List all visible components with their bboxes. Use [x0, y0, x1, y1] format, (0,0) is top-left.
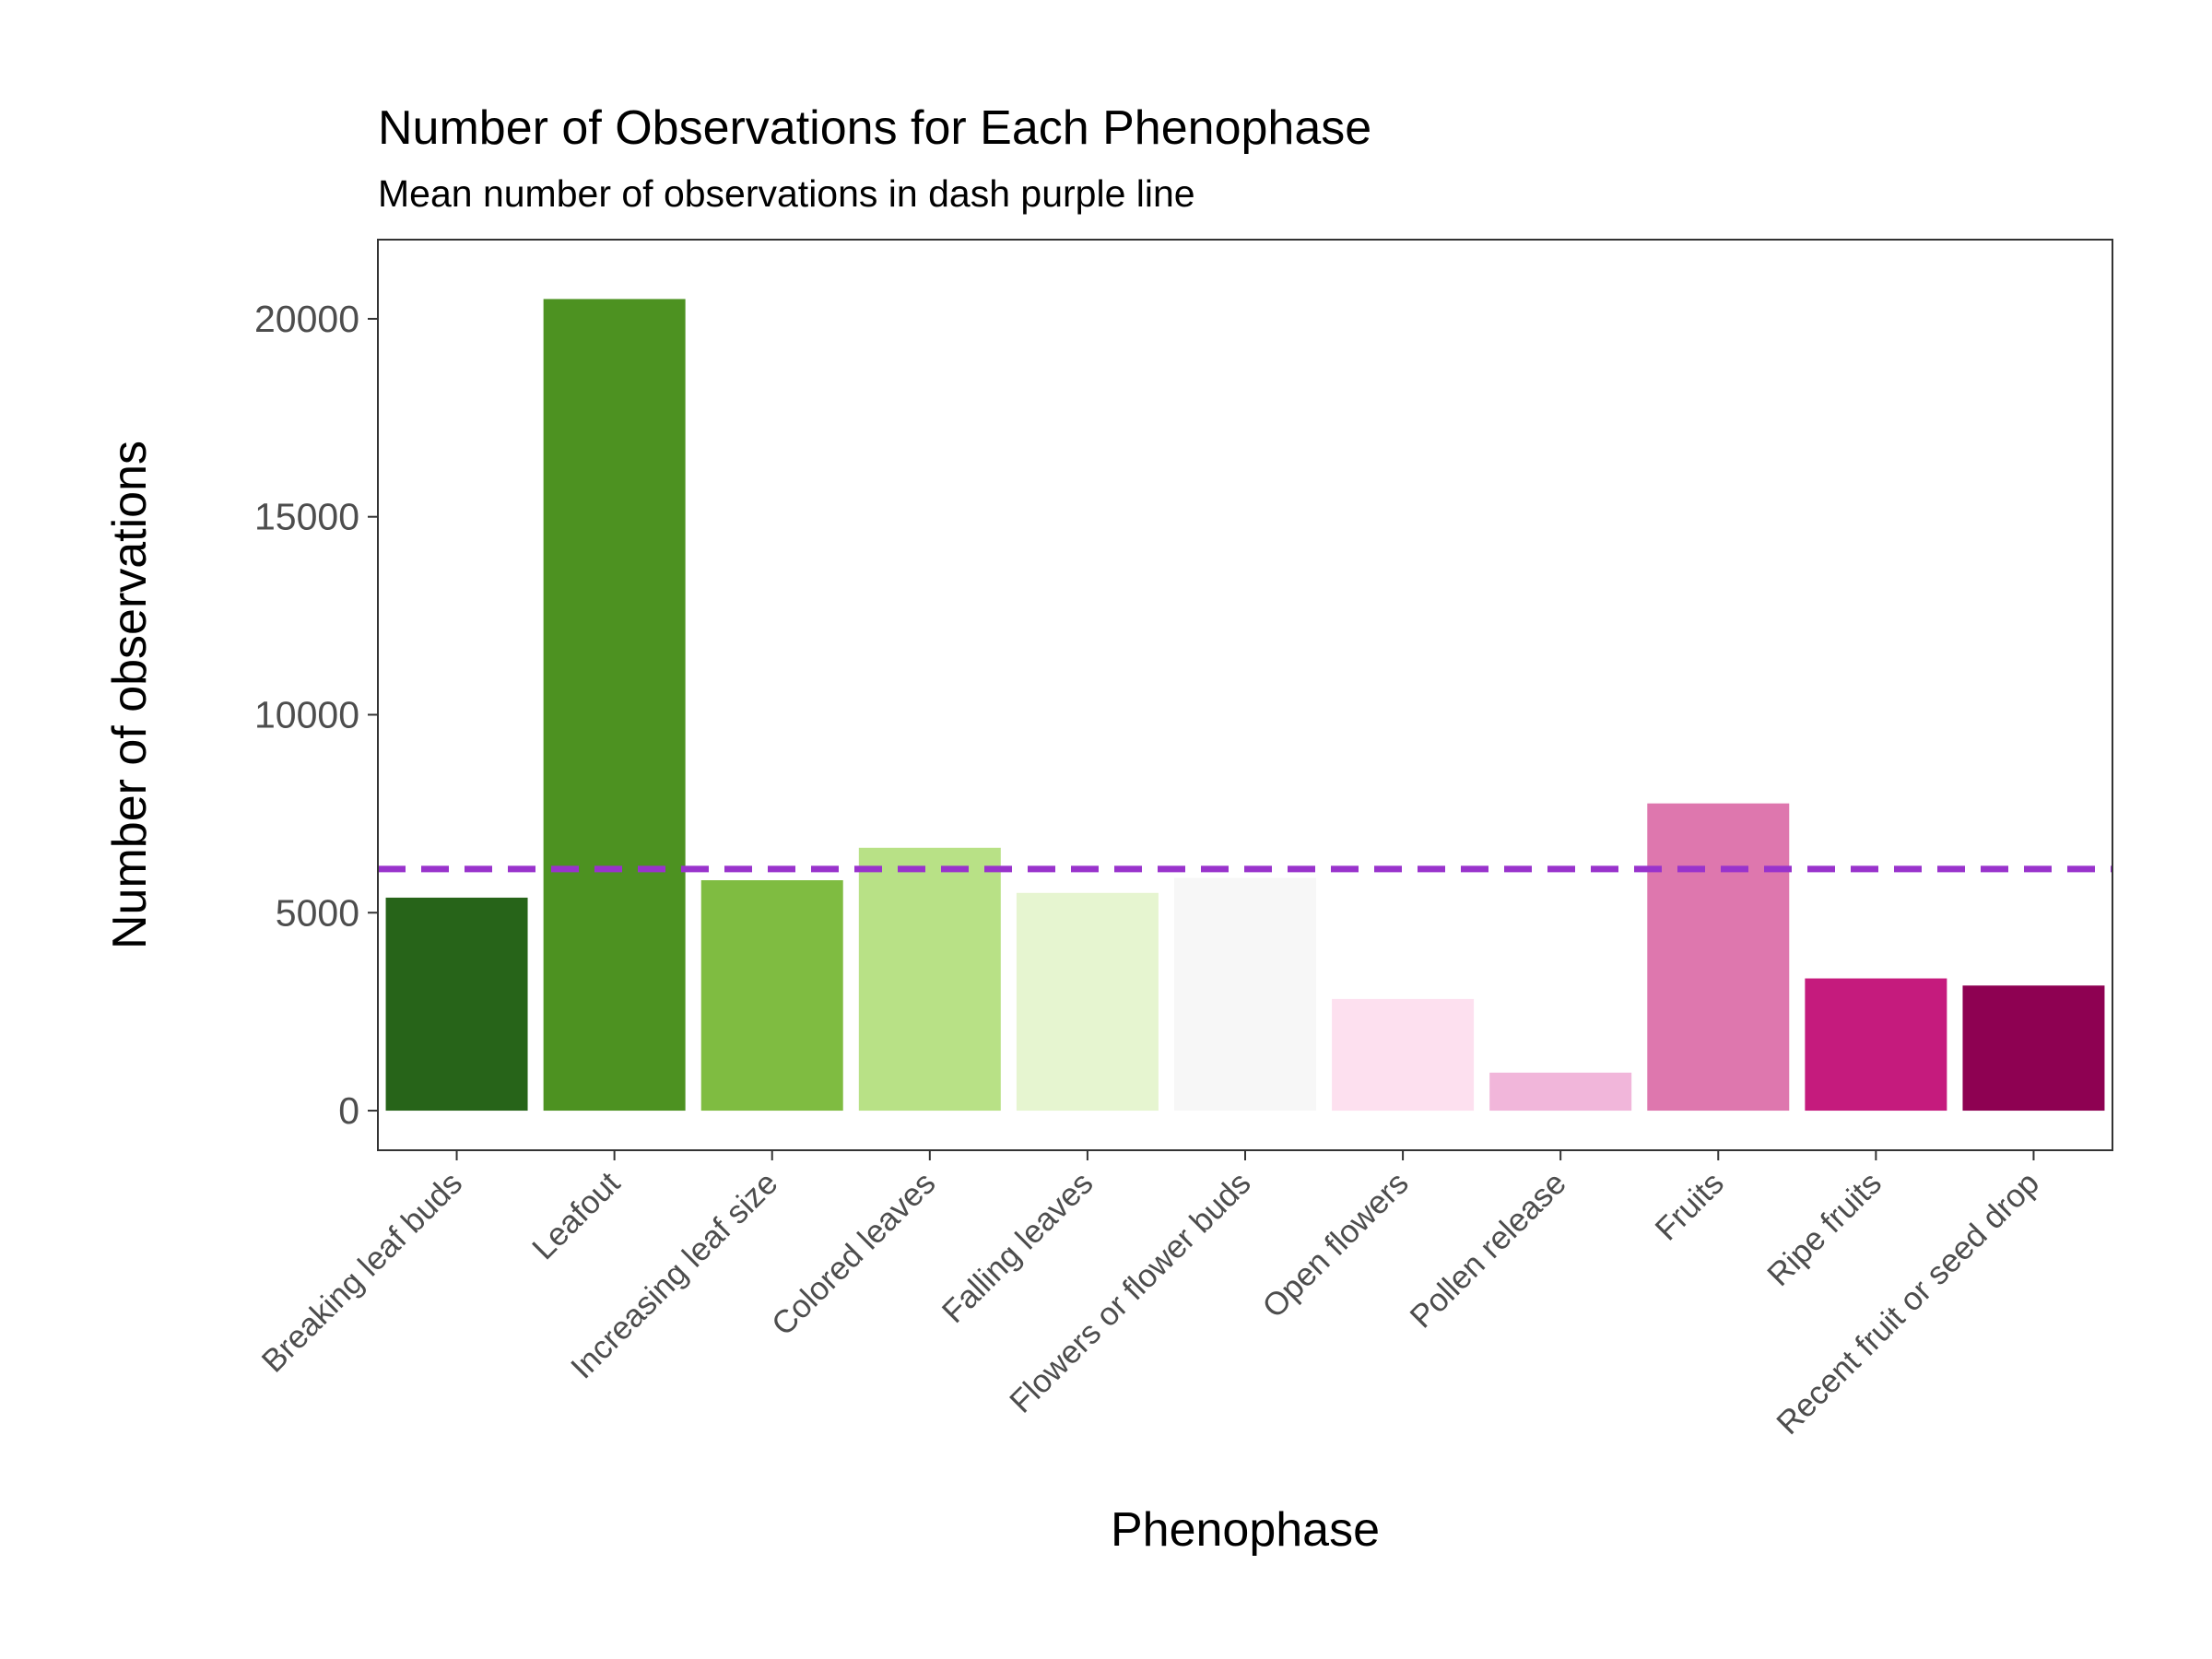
bar-5: [1174, 877, 1316, 1112]
bar-0: [385, 897, 528, 1112]
x-tick-label-1: Leafout: [525, 1165, 627, 1266]
bar-1: [543, 299, 686, 1112]
y-tick-label-3: 15000: [254, 496, 359, 538]
x-tick-label-9: Ripe fruits: [1760, 1165, 1888, 1293]
x-tick-label-4: Falling leaves: [935, 1165, 1100, 1330]
x-tick-label-6: Open flowers: [1255, 1165, 1415, 1324]
bar-8: [1647, 803, 1790, 1112]
bar-3: [858, 847, 1001, 1112]
bars-group: [385, 299, 2105, 1112]
x-axis-title: Phenophase: [1111, 1503, 1380, 1557]
y-tick-label-1: 5000: [276, 891, 359, 934]
x-tick-label-7: Pollen release: [1403, 1165, 1572, 1335]
x-tick-label-10: Recent fruit or seed drop: [1770, 1165, 2046, 1441]
bar-6: [1332, 998, 1475, 1112]
bar-2: [700, 880, 843, 1112]
bar-7: [1489, 1072, 1632, 1112]
chart-subtitle: Mean number of observations in dash purp…: [378, 172, 1195, 215]
x-tick-label-8: Fruits: [1648, 1165, 1730, 1247]
bar-9: [1805, 978, 1947, 1112]
bar-4: [1016, 892, 1159, 1112]
y-tick-label-0: 0: [338, 1089, 359, 1132]
bar-10: [1962, 985, 2105, 1112]
y-tick-label-2: 10000: [254, 693, 359, 735]
x-tick-label-3: Colored leaves: [765, 1165, 943, 1343]
x-tick-label-0: Breaking leaf buds: [255, 1165, 470, 1380]
y-tick-label-4: 20000: [254, 298, 359, 340]
y-axis-title: Number of observations: [103, 441, 157, 949]
y-axis: 0 5000 10000 15000 20000: [254, 298, 378, 1132]
chart-title: Number of Observations for Each Phenopha…: [378, 101, 1371, 155]
